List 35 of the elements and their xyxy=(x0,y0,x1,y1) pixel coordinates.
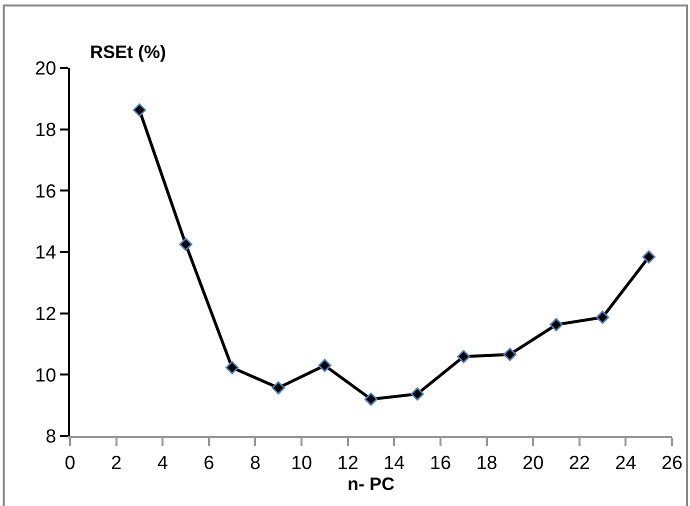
y-tick-label: 16 xyxy=(35,181,56,202)
point xyxy=(272,381,285,394)
point xyxy=(364,392,378,406)
y-tick-label: 12 xyxy=(35,304,56,325)
x-tick-label: 22 xyxy=(568,452,590,474)
x-tick-label: 6 xyxy=(204,452,214,474)
x-tick-label: 18 xyxy=(476,452,498,474)
y-tick-label: 14 xyxy=(35,242,57,264)
y-tick-label: 20 xyxy=(35,58,56,80)
point xyxy=(642,250,656,264)
x-tick-label: 20 xyxy=(522,452,544,474)
point xyxy=(503,348,517,362)
point xyxy=(318,358,332,372)
x-tick-label: 12 xyxy=(337,452,358,474)
x-tick-label: 2 xyxy=(111,452,122,474)
y-tick-label: 10 xyxy=(35,365,56,386)
x-tick-label: 10 xyxy=(290,452,312,474)
x-tick-label: 24 xyxy=(615,452,637,474)
x-axis-title: n- PC xyxy=(348,474,394,494)
x-tick-label: 4 xyxy=(157,452,168,474)
point xyxy=(596,310,610,324)
x-tick-label: 16 xyxy=(430,452,452,474)
point xyxy=(132,103,146,117)
y-tick-label: 18 xyxy=(35,120,56,141)
point xyxy=(179,238,192,251)
y-tick-label: 8 xyxy=(46,426,56,448)
point xyxy=(410,387,424,401)
point xyxy=(225,361,239,374)
x-tick-label: 0 xyxy=(64,452,76,474)
x-tick-label: 8 xyxy=(250,452,261,474)
point xyxy=(550,318,563,332)
point xyxy=(457,350,470,364)
x-tick-label: 14 xyxy=(384,452,406,474)
x-tick-label: 26 xyxy=(661,452,683,474)
y-axis-title: RSEt (%) xyxy=(90,42,166,62)
